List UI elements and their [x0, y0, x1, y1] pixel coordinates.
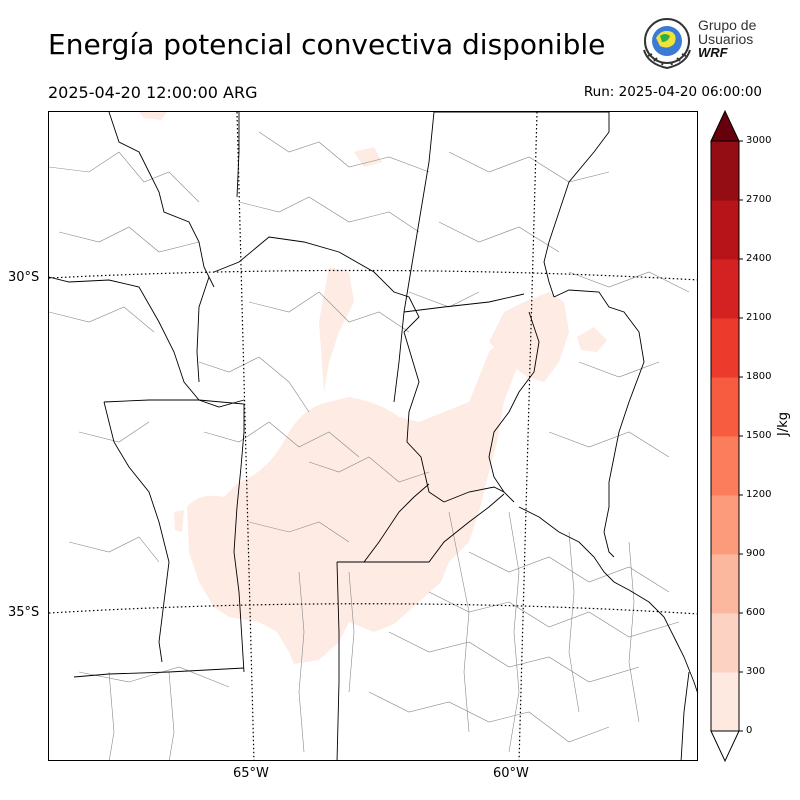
colorbar-unit: J/kg	[776, 412, 791, 436]
colorbar-band	[711, 318, 739, 378]
colorbar-band	[711, 436, 739, 496]
logo-line-1: Grupo de	[698, 17, 757, 33]
colorbar-tick-label: 2100	[746, 312, 772, 323]
province-boundaries	[49, 112, 690, 760]
logo-text: Grupo de Usuarios WRF	[698, 18, 756, 60]
wrf-logo: Grupo de Usuarios WRF	[638, 14, 758, 72]
colorbar-tick-label: 1800	[746, 371, 772, 382]
lat-label-35s: 35°S	[8, 605, 40, 620]
colorbar-band	[711, 613, 739, 673]
colorbar-under-arrow	[710, 730, 740, 763]
run-time: Run: 2025-04-20 06:00:00	[583, 84, 762, 100]
colorbar-band	[711, 672, 739, 732]
colorbar-tick-label: 900	[746, 548, 766, 559]
colorbar-tick-label: 1200	[746, 489, 772, 500]
colorbar-band	[711, 554, 739, 614]
map-canvas	[49, 112, 697, 760]
colorbar-band	[711, 200, 739, 260]
coastline	[518, 506, 697, 693]
logo-line-3: WRF	[698, 45, 728, 60]
colorbar-over-arrow	[710, 109, 740, 142]
wrf-group-seal-icon	[643, 18, 691, 70]
colorbar-tick-label: 3000	[746, 135, 772, 146]
map-title: Energía potencial convectiva disponible	[48, 28, 606, 61]
colorbar-tick-label: 2700	[746, 194, 772, 205]
department-boundaries	[49, 131, 690, 760]
colorbar-tick-label: 600	[746, 607, 766, 618]
colorbar-band	[711, 141, 739, 201]
logo-line-2: Usuarios	[698, 31, 754, 47]
colorbar-band	[711, 377, 739, 437]
colorbar-tick-label: 300	[746, 666, 766, 677]
graticule	[49, 112, 697, 760]
map-panel[interactable]	[48, 111, 698, 761]
colorbar-tick-label: 2400	[746, 253, 772, 264]
colorbar-tick-marks	[739, 140, 743, 732]
valid-time: 2025-04-20 12:00:00 ARG	[48, 83, 258, 102]
colorbar-band	[711, 259, 739, 319]
lat-label-30s: 30°S	[8, 270, 40, 285]
colorbar-band	[711, 495, 739, 555]
colorbar	[710, 109, 743, 763]
cape-field-region	[139, 112, 607, 664]
lon-label-65w: 65°W	[233, 766, 269, 781]
colorbar-tick-label: 1500	[746, 430, 772, 441]
colorbar-bands	[711, 141, 739, 732]
lon-label-60w: 60°W	[493, 766, 529, 781]
colorbar-tick-label: 0	[746, 725, 753, 736]
